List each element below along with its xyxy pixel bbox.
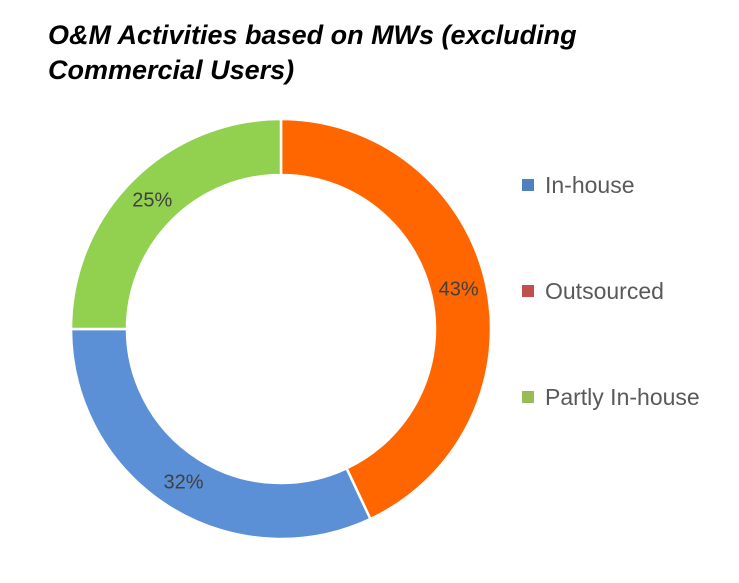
legend-label: Outsourced <box>545 277 664 304</box>
chart-legend: In-house Outsourced Partly In-house <box>522 168 700 486</box>
legend-item-in-house: In-house <box>522 168 700 202</box>
donut-data-labels: 43% 32% 25% <box>132 189 479 493</box>
donut-slice-in-house <box>69 327 373 541</box>
legend-label: In-house <box>545 171 635 198</box>
donut-slice-partly-in-house <box>69 117 283 331</box>
legend-swatch <box>522 391 534 403</box>
donut-slice-outsourced <box>279 117 493 521</box>
donut-slices <box>69 117 493 541</box>
legend-swatch <box>522 179 534 191</box>
legend-swatch <box>522 285 534 297</box>
data-label-partly-in-house: 25% <box>132 189 172 211</box>
legend-label: Partly In-house <box>545 383 700 410</box>
legend-item-partly-in-house: Partly In-house <box>522 380 700 414</box>
data-label-in-house: 32% <box>163 472 203 494</box>
data-label-outsourced: 43% <box>439 278 479 300</box>
legend-item-outsourced: Outsourced <box>522 274 700 308</box>
chart-title: O&M Activities based on MWs (excluding C… <box>48 20 577 85</box>
